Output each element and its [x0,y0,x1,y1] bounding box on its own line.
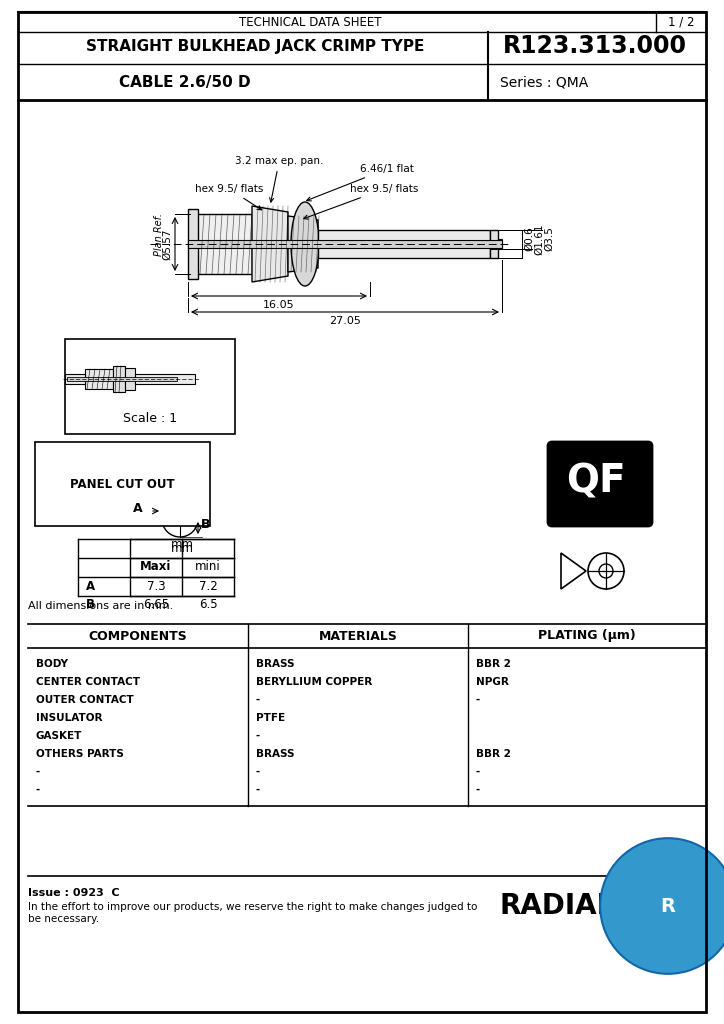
Text: STRAIGHT BULKHEAD JACK CRIMP TYPE: STRAIGHT BULKHEAD JACK CRIMP TYPE [86,39,424,53]
Text: Ø3.5: Ø3.5 [544,226,554,252]
Text: A: A [86,580,95,593]
Text: OTHERS PARTS: OTHERS PARTS [36,749,124,759]
Text: Ø0.6: Ø0.6 [524,226,534,251]
Text: mm: mm [170,542,193,555]
Text: R123.313.000: R123.313.000 [503,34,687,58]
Text: 27.05: 27.05 [329,316,361,326]
Text: BBR 2: BBR 2 [476,749,511,759]
Text: OUTER CONTACT: OUTER CONTACT [36,695,134,705]
Text: 3.2 max ep. pan.: 3.2 max ep. pan. [235,156,324,202]
Text: CABLE 2.6/50 D: CABLE 2.6/50 D [119,75,251,89]
Text: -: - [256,767,260,777]
Polygon shape [561,553,586,589]
Bar [85,369,113,389]
Text: -: - [36,785,41,795]
Text: BRASS: BRASS [256,749,295,759]
Text: -: - [476,695,480,705]
Text: -: - [476,767,480,777]
Text: R: R [660,896,675,915]
Text: COMPONENTS: COMPONENTS [88,630,188,642]
Text: -: - [256,731,260,741]
Text: 6.46/1 flat: 6.46/1 flat [307,164,414,201]
Circle shape [588,553,624,589]
Bar [498,239,502,249]
Text: mm: mm [170,538,193,551]
Text: BODY: BODY [36,659,68,669]
Text: -: - [256,695,260,705]
Text: PANEL CUT OUT: PANEL CUT OUT [70,477,174,490]
Bar [125,368,135,390]
Text: Issue : 0923  C: Issue : 0923 C [28,888,119,898]
Text: INSULATOR: INSULATOR [36,713,103,723]
Text: 16.05: 16.05 [264,300,295,310]
Text: 7.2: 7.2 [198,580,217,593]
Text: NPGR: NPGR [476,677,509,687]
Text: BERYLLIUM COPPER: BERYLLIUM COPPER [256,677,372,687]
Bar [318,230,490,258]
Bar [113,366,125,392]
Polygon shape [252,206,288,282]
Text: ®: ® [641,447,652,457]
Text: BRASS: BRASS [256,659,295,669]
Text: B: B [201,517,211,530]
Circle shape [162,501,198,537]
Text: -: - [36,767,41,777]
Text: RADIALL: RADIALL [500,892,633,920]
Text: Scale : 1: Scale : 1 [123,413,177,426]
Text: QF: QF [566,463,626,501]
Text: PTFE: PTFE [256,713,285,723]
Text: -: - [476,785,480,795]
Bar [67,377,177,381]
FancyBboxPatch shape [548,442,652,526]
Text: 7.3: 7.3 [147,580,165,593]
Text: MATERIALS: MATERIALS [319,630,397,642]
Text: In the effort to improve our products, we reserve the right to make changes judg: In the effort to improve our products, w… [28,902,477,924]
Bar [196,214,252,274]
Circle shape [599,564,613,578]
Text: hex 9.5/ flats: hex 9.5/ flats [304,184,418,219]
Bar [490,230,498,258]
Text: 1 / 2: 1 / 2 [668,15,694,29]
Text: TECHNICAL DATA SHEET: TECHNICAL DATA SHEET [239,15,382,29]
Text: A: A [133,503,143,515]
Bar [65,339,235,434]
Text: Plan Ref.: Plan Ref. [154,213,164,256]
Text: CENTER CONTACT: CENTER CONTACT [36,677,140,687]
Ellipse shape [291,202,319,286]
Polygon shape [288,216,318,272]
Text: 6.5: 6.5 [198,598,217,611]
Text: BBR 2: BBR 2 [476,659,511,669]
Bar [135,374,195,384]
Text: Ø5.57: Ø5.57 [162,228,172,260]
Text: B: B [86,598,95,611]
Bar [188,240,502,248]
Text: Ø1.61: Ø1.61 [534,223,544,255]
Text: GASKET: GASKET [36,731,83,741]
Text: -: - [256,785,260,795]
Text: PLATING (μm): PLATING (μm) [538,630,636,642]
Bar [188,209,198,279]
Text: Series : QMA: Series : QMA [500,75,588,89]
Text: All dimensions are in mm.: All dimensions are in mm. [28,601,173,611]
Text: 6.65: 6.65 [143,598,169,611]
Text: hex 9.5/ flats: hex 9.5/ flats [195,184,264,210]
Text: mini: mini [195,560,221,573]
Text: Maxi: Maxi [140,560,172,573]
Bar [65,374,85,384]
